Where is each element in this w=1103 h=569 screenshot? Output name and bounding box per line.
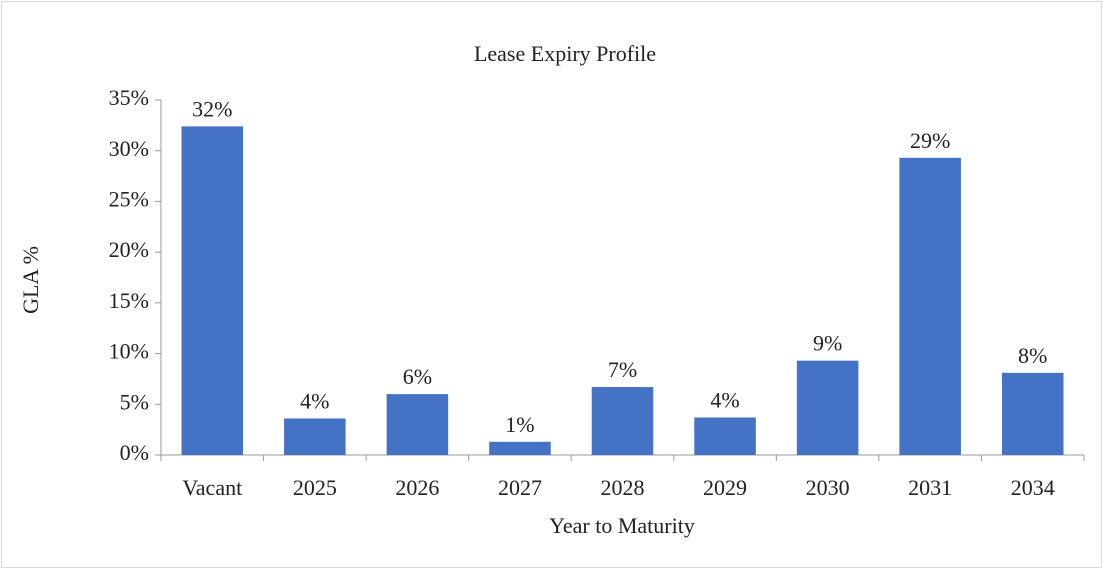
data-label: 4% <box>710 388 739 413</box>
bar <box>591 387 654 455</box>
bar <box>284 418 346 455</box>
x-tick-label: 2028 <box>601 475 645 500</box>
chart-title: Lease Expiry Profile <box>474 41 656 66</box>
x-tick-label: 2030 <box>806 475 850 500</box>
y-tick-label: 10% <box>109 339 149 364</box>
y-tick-label: 15% <box>109 288 149 313</box>
y-tick-label: 20% <box>109 237 149 262</box>
data-label: 8% <box>1018 343 1047 368</box>
data-label: 9% <box>813 331 842 356</box>
bar <box>1001 372 1064 455</box>
y-tick-label: 30% <box>109 136 149 161</box>
x-tick-label: 2034 <box>1011 475 1055 500</box>
data-label: 6% <box>403 364 432 389</box>
x-tick-label: 2027 <box>498 475 542 500</box>
bar <box>489 441 551 455</box>
data-label: 7% <box>608 357 637 382</box>
data-label: 1% <box>505 412 534 437</box>
x-tick-label: 2031 <box>908 475 952 500</box>
data-label: 4% <box>300 389 329 414</box>
bar <box>796 360 859 455</box>
bar <box>899 157 961 456</box>
bar <box>694 417 756 455</box>
x-axis-title: Year to Maturity <box>549 513 695 538</box>
y-tick-label: 35% <box>109 85 149 110</box>
data-label: 32% <box>192 96 232 121</box>
y-tick-label: 25% <box>109 186 149 211</box>
x-tick-label: 2026 <box>395 475 439 500</box>
y-tick-label: 5% <box>120 389 149 414</box>
x-tick-label: Vacant <box>182 475 242 500</box>
y-axis-title: GLA % <box>18 246 43 314</box>
y-tick-label: 0% <box>120 440 149 465</box>
x-tick-label: 2029 <box>703 475 747 500</box>
data-label: 29% <box>910 128 950 153</box>
x-tick-label: 2025 <box>293 475 337 500</box>
bar <box>386 394 449 455</box>
bar <box>181 126 244 455</box>
